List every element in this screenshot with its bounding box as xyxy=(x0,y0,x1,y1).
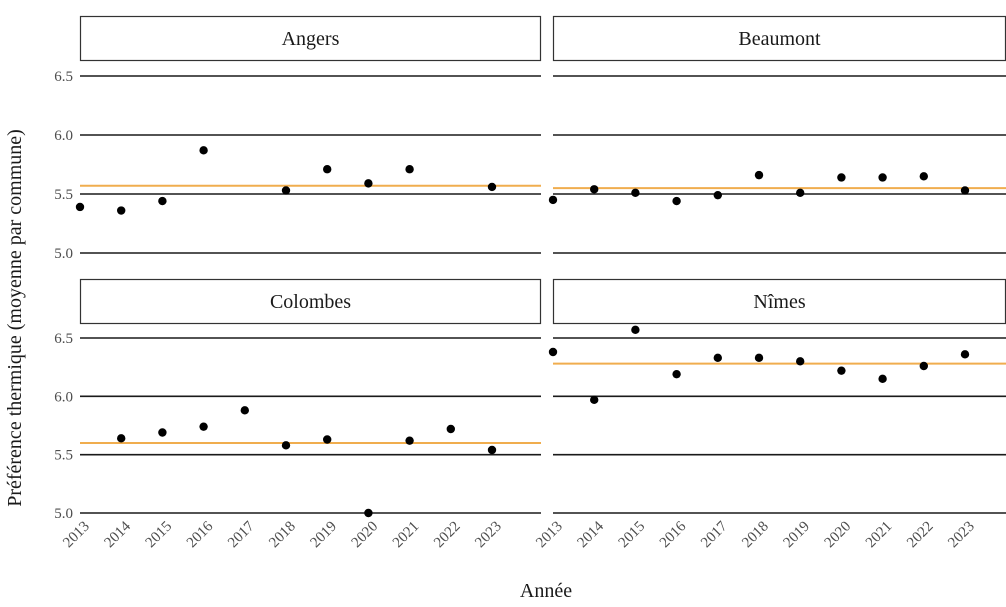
data-point xyxy=(405,165,414,174)
facet-title: Beaumont xyxy=(738,28,821,50)
x-axis-title: Année xyxy=(520,580,572,602)
x-tick-label: 2013 xyxy=(533,519,566,552)
data-point xyxy=(960,186,970,195)
x-tick-label: 2016 xyxy=(184,518,217,551)
x-tick-label: 2022 xyxy=(431,519,464,552)
data-point xyxy=(837,366,846,375)
data-point xyxy=(487,182,497,192)
facet-strip xyxy=(79,15,542,62)
x-tick-label: 2016 xyxy=(657,518,690,551)
data-point xyxy=(75,202,85,212)
data-point xyxy=(281,441,291,450)
data-point xyxy=(672,196,681,206)
x-tick-label: 2018 xyxy=(739,519,772,552)
data-point xyxy=(117,206,126,215)
data-point xyxy=(631,325,640,335)
data-point xyxy=(364,508,373,518)
x-tick-label: 2023 xyxy=(945,519,978,552)
data-point xyxy=(281,186,291,195)
x-tick-label: 2019 xyxy=(308,519,341,552)
x-tick-label: 2013 xyxy=(60,519,93,552)
x-tick-label: 2020 xyxy=(349,519,382,552)
x-tick-labels: 2013 2014 2015 2016 2017 2018 2019 2020 2021 2022… xyxy=(60,518,978,551)
data-point xyxy=(117,434,126,443)
data-point xyxy=(240,406,249,415)
data-point xyxy=(158,428,167,437)
facet-panels: Angers Beaumont Colombes Nîmes xyxy=(75,15,1006,518)
facet-panel: Beaumont xyxy=(548,15,1006,254)
data-point xyxy=(548,195,558,205)
data-point xyxy=(323,435,332,444)
y-tick-label: 5.0 xyxy=(54,506,73,522)
y-tick-label: 5.5 xyxy=(54,187,73,203)
data-point xyxy=(446,424,455,434)
data-point xyxy=(754,170,764,180)
x-tick-label: 2021 xyxy=(390,519,423,552)
facet-strip xyxy=(552,278,1006,325)
data-point xyxy=(672,369,681,379)
data-point xyxy=(713,190,722,200)
y-tick-label: 6.5 xyxy=(54,69,73,85)
y-tick-labels: 5.0 5.5 6.0 6.5 5.0 5.5 6.0 6.5 xyxy=(54,69,73,522)
data-point xyxy=(487,445,497,455)
data-point xyxy=(878,374,887,384)
data-point xyxy=(796,188,805,198)
x-tick-label: 2023 xyxy=(472,519,505,552)
data-point xyxy=(590,185,599,194)
facet-title: Colombes xyxy=(270,291,351,313)
data-point xyxy=(960,350,970,359)
data-point xyxy=(754,353,764,363)
facet-title: Angers xyxy=(282,28,340,50)
data-point xyxy=(631,188,640,198)
y-tick-label: 5.0 xyxy=(54,246,73,262)
x-tick-label: 2017 xyxy=(698,518,731,551)
data-point xyxy=(713,353,722,363)
x-tick-label: 2014 xyxy=(575,518,608,551)
x-tick-label: 2017 xyxy=(225,518,258,551)
x-tick-label: 2014 xyxy=(102,518,135,551)
facet-title: Nîmes xyxy=(753,291,805,313)
data-point xyxy=(590,395,599,405)
data-point xyxy=(837,173,846,182)
data-point xyxy=(405,436,414,445)
data-point xyxy=(548,347,558,357)
x-tick-label: 2015 xyxy=(616,519,649,552)
data-point xyxy=(919,172,928,181)
y-tick-label: 5.5 xyxy=(54,448,73,464)
data-point xyxy=(323,165,332,174)
data-point xyxy=(878,173,887,182)
data-point xyxy=(199,422,208,431)
facet-strip xyxy=(79,278,542,325)
data-point xyxy=(158,196,167,206)
y-tick-label: 6.0 xyxy=(54,389,73,405)
x-tick-label: 2020 xyxy=(822,519,855,552)
data-point xyxy=(364,179,373,188)
facet-panel: Colombes xyxy=(79,278,542,518)
facet-panel: Angers xyxy=(75,15,542,254)
x-tick-label: 2018 xyxy=(266,519,299,552)
x-tick-label: 2021 xyxy=(863,519,896,552)
data-point xyxy=(199,146,208,155)
y-tick-label: 6.0 xyxy=(54,128,73,144)
facet-strip xyxy=(552,15,1006,62)
y-tick-label: 6.5 xyxy=(54,331,73,347)
data-point xyxy=(919,361,928,371)
data-point xyxy=(796,357,805,366)
y-axis-title: Préférence thermique (moyenne par commun… xyxy=(4,129,26,507)
x-tick-label: 2022 xyxy=(904,519,937,552)
facet-panel: Nîmes xyxy=(548,278,1006,514)
x-tick-label: 2015 xyxy=(143,519,176,552)
x-tick-label: 2019 xyxy=(781,519,814,552)
